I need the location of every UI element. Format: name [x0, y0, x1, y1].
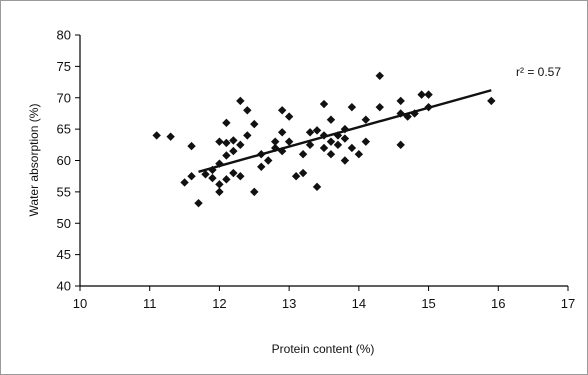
- x-tick-label: 11: [143, 296, 157, 311]
- y-tick-label: 80: [57, 28, 71, 43]
- data-point: [326, 137, 336, 146]
- data-point: [424, 90, 433, 99]
- data-point: [319, 99, 329, 109]
- trendline: [198, 89, 492, 173]
- data-point: [487, 96, 496, 106]
- data-point: [187, 141, 196, 151]
- data-point: [222, 175, 231, 184]
- data-point: [166, 132, 175, 141]
- y-tick-label: 50: [57, 216, 71, 231]
- data-point: [361, 137, 371, 146]
- data-point: [236, 171, 245, 181]
- y-tick-label: 45: [57, 247, 71, 262]
- x-tick-label: 13: [282, 296, 296, 311]
- data-point: [264, 156, 273, 165]
- data-point: [361, 115, 371, 124]
- data-point: [222, 138, 231, 148]
- y-tick-label: 40: [57, 279, 71, 294]
- y-tick-label: 70: [57, 90, 71, 105]
- data-point: [201, 170, 210, 179]
- data-point: [277, 128, 287, 137]
- x-tick-label: 10: [73, 296, 87, 311]
- data-point: [312, 182, 322, 192]
- x-axis-ticks: 10 11 12 13 14 15 16 17: [73, 286, 575, 311]
- data-point: [222, 118, 231, 128]
- x-tick-label: 14: [352, 296, 366, 311]
- y-axis-ticks: 40 45 50 55 60 65 70 75 80: [57, 28, 80, 294]
- data-point: [271, 137, 280, 146]
- data-point: [396, 96, 405, 106]
- data-point: [326, 150, 336, 159]
- data-point: [284, 112, 294, 121]
- y-tick-label: 75: [57, 59, 71, 74]
- x-axis-title: Protein content (%): [272, 342, 375, 356]
- data-point: [236, 140, 245, 150]
- y-tick-label: 55: [57, 184, 71, 199]
- data-point: [229, 168, 238, 178]
- data-point: [257, 162, 266, 171]
- data-point: [277, 106, 287, 115]
- data-point: [291, 171, 301, 181]
- data-point: [326, 115, 336, 124]
- data-point: [243, 131, 252, 140]
- data-point: [417, 90, 426, 99]
- data-point: [396, 140, 405, 150]
- x-tick-label: 16: [491, 296, 505, 311]
- data-points: [152, 71, 496, 208]
- data-point: [298, 150, 308, 159]
- data-point: [229, 136, 238, 145]
- data-point: [208, 173, 217, 183]
- x-tick-label: 12: [212, 296, 226, 311]
- y-tick-label: 65: [57, 122, 71, 137]
- data-point: [333, 140, 343, 150]
- data-point: [375, 71, 384, 80]
- data-point: [187, 171, 196, 181]
- data-point: [250, 119, 259, 129]
- data-point: [305, 128, 315, 137]
- data-point: [298, 168, 308, 178]
- x-tick-label: 15: [421, 296, 435, 311]
- data-point: [215, 137, 224, 146]
- data-point: [229, 146, 238, 156]
- data-point: [215, 180, 224, 189]
- data-point: [152, 131, 161, 140]
- data-point: [340, 156, 350, 165]
- y-axis-title: Water absorption (%): [27, 104, 41, 217]
- data-point: [194, 198, 203, 208]
- y-tick-label: 60: [57, 153, 71, 168]
- data-point: [222, 151, 231, 160]
- data-point: [236, 96, 245, 106]
- data-point: [215, 187, 224, 197]
- x-tick-label: 17: [561, 296, 575, 311]
- data-point: [354, 150, 364, 159]
- data-point: [340, 134, 350, 143]
- data-point: [347, 143, 357, 153]
- data-point: [312, 126, 322, 135]
- r-squared-annotation: r² = 0.57: [516, 65, 561, 79]
- data-point: [250, 187, 259, 197]
- data-point: [284, 137, 294, 146]
- data-point: [319, 143, 329, 153]
- data-point: [243, 106, 252, 115]
- data-point: [347, 102, 357, 112]
- data-point: [305, 140, 315, 150]
- data-point: [375, 102, 384, 112]
- data-point: [180, 178, 189, 187]
